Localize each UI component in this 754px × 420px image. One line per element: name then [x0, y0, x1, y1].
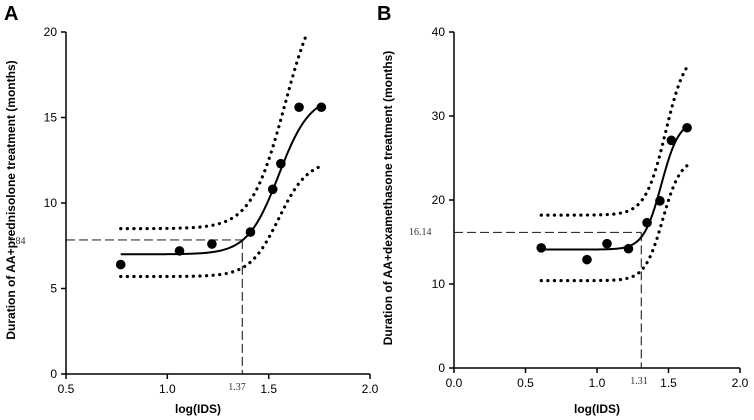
panel-b-data-point	[682, 122, 692, 133]
panel-a-y-tick-label: 20	[44, 25, 58, 39]
panel-b-reference-y-label: 16.14	[409, 227, 432, 238]
panel-b-y-tick-label: 20	[432, 193, 446, 207]
panel-b-y-axis-title: Duration of AA+dexamethasone treatment (…	[381, 51, 395, 346]
panel-b-x-tick-label: 0.5	[517, 376, 534, 390]
panel-a-data-points	[115, 102, 327, 270]
panel-a-x-axis-title: log(IDS)	[175, 402, 221, 416]
panel-a-x-tick-label: 2.0	[362, 382, 379, 396]
panel-a-data-point	[294, 102, 304, 113]
panel-a-reference-x-label: 1.37	[228, 382, 246, 393]
panel-b-letter: B	[377, 3, 391, 25]
panel-a-data-point	[316, 102, 327, 113]
panel-a-chart: A 0.5 1.0 1.5 2.0 0 5 10 15 20	[4, 3, 379, 416]
panel-a-y-tick-label: 10	[44, 196, 58, 210]
panel-a-y-ticks: 0 5 10 15 20	[44, 25, 66, 381]
panel-a-reference-y-label: 7.84	[8, 236, 26, 247]
panel-b-data-point	[655, 196, 665, 206]
panel-a-data-point	[207, 239, 217, 249]
panel-a-y-tick-label: 15	[44, 111, 58, 125]
panel-b-data-point	[623, 243, 634, 254]
panel-a-x-tick-label: 0.5	[58, 382, 75, 396]
panel-b-data-point	[602, 238, 612, 249]
panel-a-fit-curve	[120, 104, 322, 256]
panel-b-data-points	[536, 122, 692, 265]
panel-b-y-ticks: 0 10 20 30 40	[432, 25, 454, 375]
panel-a-x-tick-label: 1.0	[159, 382, 176, 396]
panel-b-data-point	[536, 243, 547, 253]
panel-a-reference-lines	[66, 239, 243, 374]
panel-b-x-tick-label: 0.0	[446, 376, 463, 390]
panel-b-data-point	[642, 217, 652, 228]
panel-a-x-tick-label: 1.5	[260, 382, 277, 396]
panel-a-ci-lower-curve	[119, 164, 323, 279]
panel-b-reference-x-label: 1.31	[630, 376, 648, 387]
panel-a-y-tick-label: 0	[50, 367, 57, 381]
panel-a-x-ticks: 0.5 1.0 1.5 2.0	[58, 374, 379, 396]
panel-b-fit-curve-group	[541, 125, 688, 251]
panel-b-y-tick-label: 0	[438, 361, 445, 375]
panel-a-data-point	[267, 184, 278, 195]
panel-a-data-point	[245, 227, 256, 237]
panel-b-confidence-bands	[539, 65, 689, 283]
panel-a-confidence-bands	[119, 33, 323, 279]
panel-b-y-tick-label: 30	[432, 109, 446, 123]
panel-a-ci-upper-curve	[119, 33, 308, 231]
panel-a-data-point	[115, 259, 126, 270]
panel-a-data-point	[276, 158, 286, 169]
panel-b-ci-lower-curve	[539, 163, 689, 283]
panel-b-fit-curve	[541, 125, 688, 251]
panel-b-data-point	[582, 254, 592, 265]
panel-b-x-ticks: 0.0 0.5 1.0 1.5 2.0	[446, 368, 749, 390]
panel-b-ci-upper-curve	[539, 65, 689, 217]
panel-b-reference-lines	[454, 231, 642, 368]
panel-b-x-tick-label: 1.0	[589, 376, 606, 390]
panel-b-chart: B 0.0 0.5 1.0 1.5 2.0 0 10 20	[377, 3, 749, 416]
panel-b-x-axis-title: log(IDS)	[574, 402, 620, 416]
panel-b-data-point	[666, 135, 677, 146]
panel-b-y-tick-label: 10	[432, 277, 446, 291]
panel-b-x-tick-label: 1.5	[660, 376, 677, 390]
panel-a-letter: A	[4, 3, 18, 25]
panel-b-x-tick-label: 2.0	[732, 376, 749, 390]
panel-b-y-tick-label: 40	[432, 25, 446, 39]
panel-a-data-point	[174, 246, 185, 256]
panel-a-y-tick-label: 5	[50, 282, 57, 296]
panel-a-y-axis-title: Duration of AA+prednisolone treatment (m…	[4, 60, 18, 339]
panel-a-fit-curve-group	[120, 104, 322, 256]
